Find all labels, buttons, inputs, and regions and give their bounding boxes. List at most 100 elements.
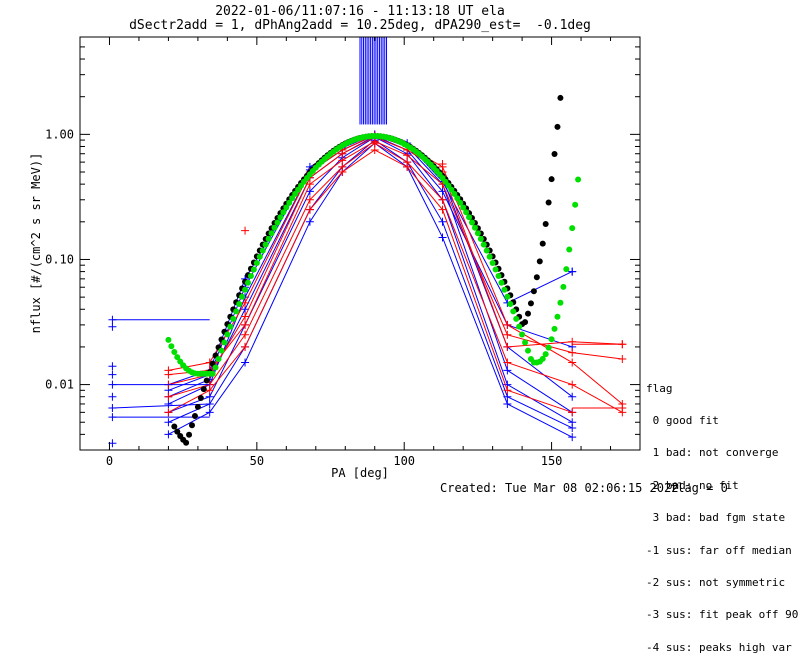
- green-fit-point: [569, 225, 576, 232]
- flag-legend-title: flag: [646, 381, 673, 395]
- red-series-point: [164, 392, 173, 401]
- red-series-point: [568, 408, 577, 417]
- black-fit-point: [525, 310, 531, 317]
- green-fit-point: [259, 247, 266, 254]
- green-fit-point: [519, 331, 526, 338]
- chart-subtitle: dSectr2add = 1, dPhAng2add = 10.25deg, d…: [129, 18, 591, 33]
- black-fit-point: [183, 439, 190, 446]
- green-fit-point: [498, 279, 505, 286]
- black-fit-point: [194, 403, 201, 410]
- green-fit-point: [563, 266, 570, 273]
- blue-series-point: [164, 399, 173, 408]
- green-fit-point: [274, 219, 281, 226]
- green-fit-point: [245, 279, 251, 286]
- green-fit-point: [542, 351, 549, 358]
- green-fit-point: [504, 293, 511, 300]
- flag-legend-item: 1 bad: not converge: [646, 446, 779, 460]
- green-fit-point: [460, 204, 467, 211]
- green-fit-point: [471, 224, 478, 231]
- black-fit-point: [522, 319, 529, 326]
- green-fit-point: [215, 355, 222, 362]
- green-fit-point: [554, 313, 561, 320]
- red-series-point: [503, 330, 512, 339]
- green-fit-point: [492, 266, 499, 273]
- green-fit-point: [253, 260, 260, 267]
- green-fit-point: [256, 253, 263, 260]
- outlier-point: [108, 362, 117, 371]
- x-axis-label: PA [deg]: [331, 466, 389, 480]
- black-fit-point: [191, 413, 198, 420]
- green-fit-point: [560, 283, 567, 290]
- green-fit-point: [539, 355, 546, 362]
- green-fit-point: [501, 286, 508, 293]
- green-fit-point: [466, 214, 473, 221]
- outlier-point: [241, 226, 250, 235]
- red-series-point: [403, 151, 412, 160]
- flag-legend-item: 3 bad: bad fgm state: [646, 511, 786, 525]
- red-series-point: [568, 380, 577, 389]
- green-fit-point: [262, 241, 269, 248]
- blue-series-point: [205, 408, 214, 417]
- green-fit-point: [507, 300, 514, 307]
- green-fit-point: [165, 336, 172, 343]
- green-fit-point: [457, 199, 464, 206]
- red-series-point: [241, 342, 250, 351]
- black-fit-point: [197, 394, 204, 401]
- red-series-point: [503, 342, 512, 351]
- blue-series-point: [241, 358, 250, 367]
- blue-series-point: [438, 233, 447, 242]
- red-series-point: [164, 370, 173, 379]
- black-fit-point: [189, 422, 195, 429]
- black-fit-point: [533, 274, 540, 281]
- red-series-point: [205, 386, 214, 395]
- flag-legend-item: -1 sus: far off median: [646, 543, 792, 557]
- blue-series-point: [438, 217, 447, 226]
- blue-series-point: [503, 366, 512, 375]
- green-fit-point: [474, 230, 481, 237]
- red-series-point: [370, 145, 379, 154]
- y-tick-label: 1.00: [45, 127, 74, 141]
- blue-series-point: [568, 392, 577, 401]
- flag-legend-item: -4 sus: peaks high var: [646, 640, 792, 654]
- black-fit-point: [203, 377, 210, 384]
- green-fit-point: [212, 364, 219, 371]
- green-fit-point: [239, 293, 246, 300]
- x-tick-label: 50: [250, 454, 264, 468]
- red-series-point: [241, 330, 250, 339]
- green-fit-point: [575, 176, 582, 183]
- flag-legend-item: -3 sus: fit peak off 90: [646, 608, 799, 622]
- black-fit-point: [548, 176, 555, 183]
- green-fit-point: [292, 190, 299, 197]
- red-series-point: [305, 205, 314, 214]
- x-tick-label: 100: [393, 454, 415, 468]
- x-tick-label: 0: [106, 454, 113, 468]
- green-fit-point: [218, 347, 225, 354]
- green-fit-point: [495, 273, 502, 280]
- red-series-point: [568, 358, 577, 367]
- footer-created: Created: Tue Mar 08 02:06:15 2022: [440, 481, 679, 495]
- green-fit-point: [566, 246, 573, 253]
- green-fit-point: [289, 195, 296, 202]
- green-fit-point: [265, 235, 272, 242]
- chart-title: 2022-01-06/11:07:16 - 11:13:18 UT ela: [215, 4, 505, 19]
- green-fit-point: [168, 343, 175, 350]
- green-fit-point: [516, 323, 523, 330]
- green-fit-point: [277, 214, 284, 221]
- flag-legend: flag 0 good fit 1 bad: not converge 2 ba…: [646, 362, 798, 664]
- data-layer: [108, 37, 627, 448]
- green-fit-point: [454, 195, 461, 202]
- red-series-point: [438, 205, 447, 214]
- blue-series-point: [164, 418, 173, 427]
- green-fit-point: [486, 253, 493, 260]
- blue-series-point: [305, 187, 314, 196]
- green-fit-point: [221, 339, 228, 346]
- red-series-point: [503, 320, 512, 329]
- black-fit-point: [530, 288, 537, 295]
- red-series-point: [241, 320, 250, 329]
- green-fit-point: [227, 323, 234, 330]
- flag-legend-item: 0 good fit: [646, 413, 719, 427]
- blue-series-point: [305, 217, 314, 226]
- red-series-point: [403, 162, 412, 171]
- red-series-point: [305, 180, 314, 189]
- green-fit-point: [247, 273, 254, 280]
